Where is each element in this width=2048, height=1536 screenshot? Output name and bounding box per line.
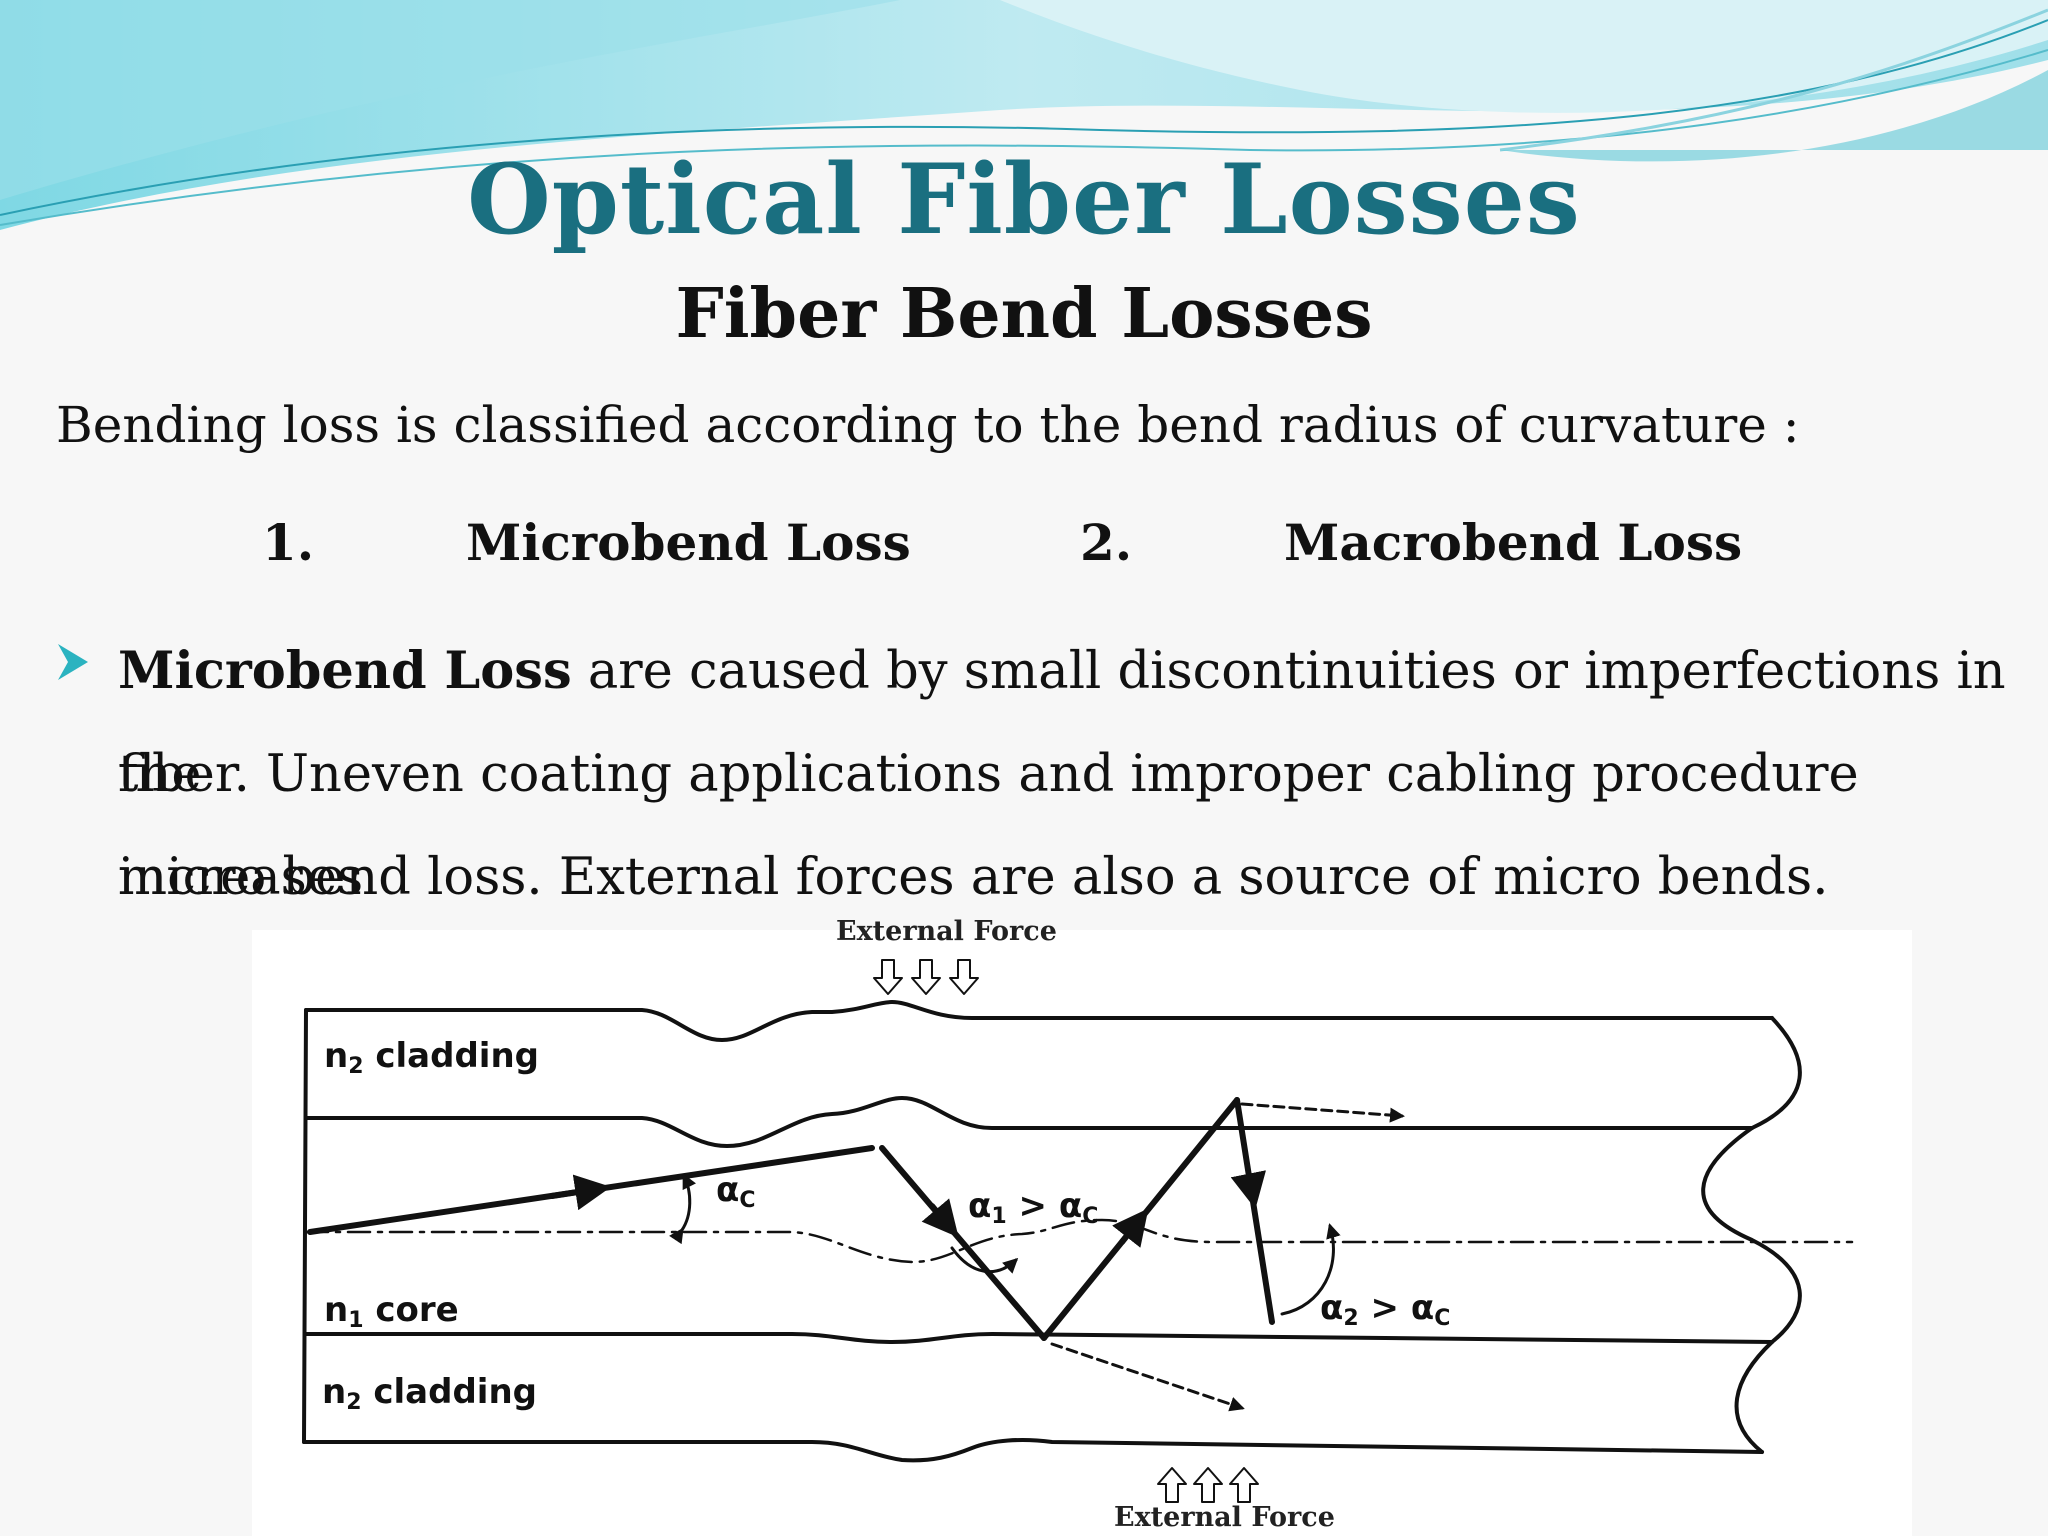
list-label-macrobend: Macrobend Loss xyxy=(1284,513,1743,572)
microbend-diagram: External Force External Force n2 claddin… xyxy=(252,916,1912,1536)
cladding-top-label: n2 cladding xyxy=(324,1036,539,1079)
cladding-bottom-label: n2 cladding xyxy=(322,1372,537,1415)
bullet-line-1: Microbend Loss are caused by small disco… xyxy=(118,620,2038,826)
slide-title: Optical Fiber Losses xyxy=(467,143,1581,256)
ray-reflect-3-arrow xyxy=(1230,1170,1267,1210)
angle-arc-c xyxy=(669,1173,697,1245)
angle-arc-1 xyxy=(950,1246,1019,1274)
force-arrow-down-2 xyxy=(911,959,941,995)
core-cladding-bottom-interface xyxy=(304,1332,1774,1344)
intro-text: Bending loss is classified according to … xyxy=(56,396,1800,454)
angle-1-label: α1 > αC xyxy=(968,1186,1099,1229)
ray-reflect-1 xyxy=(879,1145,1047,1341)
force-arrow-up-1 xyxy=(1157,1467,1187,1503)
core-label: n1 core xyxy=(324,1290,459,1333)
angle-arc-2 xyxy=(1280,1223,1341,1316)
leak-ray-bottom xyxy=(1050,1342,1245,1412)
force-arrow-down-3 xyxy=(949,959,979,995)
bullet-line-3: micro bend loss. External forces are als… xyxy=(118,848,1829,907)
force-arrow-up-2 xyxy=(1193,1467,1223,1503)
bullet-bold-lead: Microbend Loss xyxy=(118,641,572,701)
ray-reflect-1-arrow xyxy=(921,1198,959,1238)
angle-2-label: α2 > αC xyxy=(1320,1288,1451,1331)
microbend-diagram-svg xyxy=(302,959,1854,1503)
fiber-top-outer-edge xyxy=(304,1000,1774,1042)
slide-subtitle: Fiber Bend Losses xyxy=(675,274,1373,354)
leak-ray-top xyxy=(1240,1102,1405,1123)
bullet-line-2: fiber. Uneven coating applications and i… xyxy=(118,745,1859,907)
fiber-right-break-edge xyxy=(1701,1016,1802,1454)
external-force-bottom-label: External Force xyxy=(1114,1502,1335,1533)
list-number-2: 2. xyxy=(1080,513,1133,572)
arrow-bullet-icon xyxy=(58,644,88,680)
ray-reflect-3 xyxy=(1234,1097,1275,1325)
fiber-left-edge xyxy=(302,1008,308,1444)
ray-reflect-2-arrow xyxy=(1112,1208,1149,1248)
core-cladding-top-interface xyxy=(304,1096,1754,1148)
force-arrow-down-1 xyxy=(873,959,903,995)
bullet-line-1-rest: are caused by small discontinuities or i… xyxy=(118,642,2006,804)
external-force-top-label: External Force xyxy=(836,916,1057,947)
list-label-microbend: Microbend Loss xyxy=(466,513,911,572)
ray-incident-arrow xyxy=(549,1174,612,1211)
header-wave-decoration xyxy=(0,0,2048,230)
list-number-1: 1. xyxy=(262,513,315,572)
fiber-bottom-outer-edge xyxy=(302,1438,1764,1463)
force-arrow-up-3 xyxy=(1229,1467,1259,1503)
angle-c-label: αC xyxy=(716,1170,756,1213)
